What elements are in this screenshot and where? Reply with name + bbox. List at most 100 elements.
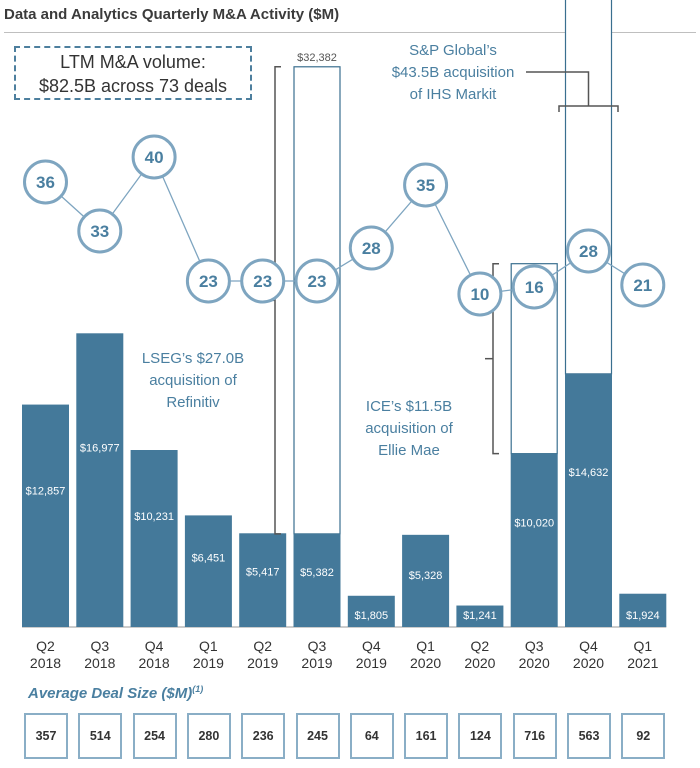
annotation-sp-line-1: S&P Global’s (409, 42, 497, 59)
annotation-sp-line-3: of IHS Markit (409, 86, 497, 103)
bar-value-label-5: $5,382 (300, 567, 334, 579)
bar-total-label-5: $32,382 (297, 52, 337, 64)
x-tick-year-6: 2019 (356, 655, 387, 671)
x-tick-year-2: 2018 (139, 655, 170, 671)
deal-count-circle-2 (131, 134, 177, 180)
bar-11 (619, 593, 667, 627)
bar-value-label-1: $16,977 (80, 442, 120, 454)
x-tick-year-11: 2021 (627, 655, 658, 671)
bracket-lseg (274, 66, 281, 535)
avg-deal-size-cell-5: 245 (295, 713, 340, 759)
annotation-sp-global: S&P Global’s $43.5B acquisition of IHS M… (378, 40, 528, 106)
bar-8 (456, 605, 504, 627)
annotation-sp-line-2: $43.5B acquisition (391, 64, 515, 81)
deal-count-circle-3 (185, 258, 231, 304)
bar-5 (293, 533, 341, 627)
bar-2 (130, 450, 178, 627)
avg-deal-size-cell-10: 563 (567, 713, 611, 759)
bar-value-label-6: $1,805 (354, 610, 388, 622)
avg-deal-size-cell-8: 124 (458, 713, 503, 759)
ltm-summary-box: LTM M&A volume: $82.5B across 73 deals (14, 46, 252, 100)
x-tick-quarter-8: Q2 (471, 638, 490, 654)
bar-value-label-4: $5,417 (246, 566, 280, 578)
annotation-lseg-line-1: LSEG’s $27.0B (141, 350, 245, 367)
deal-count-label-4: 23 (253, 272, 272, 291)
x-tick-year-4: 2019 (247, 655, 278, 671)
x-tick-year-10: 2020 (573, 655, 604, 671)
page-title: Data and Analytics Quarterly M&A Activit… (4, 6, 340, 23)
deal-count-circle-9 (511, 264, 557, 310)
deal-count-circle-10 (566, 228, 611, 274)
bar-value-label-9: $10,020 (514, 518, 554, 530)
deal-count-label-7: 35 (416, 176, 435, 195)
avg-deal-size-cell-0: 357 (24, 713, 68, 759)
x-tick-quarter-2: Q4 (145, 638, 164, 654)
x-tick-year-7: 2020 (410, 655, 441, 671)
deal-count-circle-0 (23, 159, 68, 205)
x-tick-quarter-7: Q1 (416, 638, 435, 654)
avg-deal-size-cell-6: 64 (349, 713, 394, 759)
bar-3 (184, 515, 232, 627)
deal-count-circle-1 (77, 208, 123, 254)
ltm-line-2: $82.5B across 73 deals (38, 76, 228, 96)
bracket-sp-leader (526, 71, 590, 106)
x-tick-quarter-6: Q4 (362, 638, 381, 654)
avg-deal-size-cell-11: 92 (621, 713, 666, 759)
deal-count-circle-6 (348, 225, 394, 271)
x-tick-quarter-11: Q1 (633, 638, 652, 654)
bar-0 (22, 404, 69, 627)
chart: $32,382$58,112$21,200$12,857$16,977$10,2… (22, 0, 667, 671)
annotation-lseg-line-3: Refinitiv (166, 394, 220, 411)
deal-count-label-10: 28 (579, 242, 598, 261)
annotation-lseg: LSEG’s $27.0B acquisition of Refinitiv (118, 348, 268, 414)
x-tick-quarter-10: Q4 (579, 638, 598, 654)
bar-1 (76, 333, 124, 627)
x-tick-quarter-4: Q2 (253, 638, 272, 654)
bar-value-label-8: $1,241 (463, 610, 497, 622)
deal-count-label-0: 36 (36, 173, 55, 192)
avg-deal-size-row: 357 514 254 280 236 245 64 161 124 716 563 92 (24, 713, 668, 761)
annotation-ice-line-1: ICE’s $11.5B (365, 398, 453, 415)
annotation-ice-line-3: Ellie Mae (378, 442, 440, 459)
deal-count-circle-4 (240, 258, 286, 304)
deal-count-label-5: 23 (308, 272, 327, 291)
bar-value-label-11: $1,924 (626, 610, 660, 622)
deal-count-circle-5 (294, 258, 340, 304)
x-tick-quarter-5: Q3 (308, 638, 327, 654)
bar-7 (402, 534, 450, 627)
avg-deal-size-cell-2: 254 (132, 713, 177, 759)
deal-count-circle-8 (457, 271, 503, 317)
bar-9 (510, 453, 558, 627)
deal-count-circle-7 (403, 162, 449, 208)
title-divider (4, 32, 696, 33)
avg-deal-size-cell-4: 236 (241, 713, 286, 759)
avg-deal-size-cell-1: 514 (78, 713, 123, 759)
deal-count-label-8: 10 (470, 285, 489, 304)
avg-deal-size-cell-9: 716 (512, 713, 557, 759)
annotation-ice: ICE’s $11.5B acquisition of Ellie Mae (334, 396, 484, 462)
avg-deal-size-footnote: (1) (192, 684, 204, 694)
bar-value-label-2: $10,231 (134, 511, 174, 523)
x-tick-year-8: 2020 (464, 655, 495, 671)
bar-value-label-3: $6,451 (192, 552, 226, 564)
annotation-lseg-line-2: acquisition of (149, 372, 237, 389)
x-tick-year-9: 2020 (519, 655, 550, 671)
deal-count-label-11: 21 (633, 276, 652, 295)
avg-deal-size-cell-3: 280 (186, 713, 231, 759)
deal-count-label-9: 16 (525, 278, 544, 297)
x-tick-year-0: 2018 (30, 655, 61, 671)
deal-count-label-3: 23 (199, 272, 218, 291)
deal-count-label-6: 28 (362, 239, 381, 258)
ltm-line-1: LTM M&A volume: (60, 52, 206, 72)
deal-count-label-1: 33 (90, 222, 109, 241)
x-tick-quarter-1: Q3 (90, 638, 109, 654)
avg-deal-size-label: Average Deal Size ($M)(1) (28, 684, 203, 702)
x-tick-year-1: 2018 (84, 655, 115, 671)
x-tick-quarter-0: Q2 (36, 638, 55, 654)
bar-value-label-0: $12,857 (26, 486, 66, 498)
bar-value-label-7: $5,328 (409, 570, 443, 582)
annotation-ice-line-2: acquisition of (365, 420, 453, 437)
x-tick-year-5: 2019 (301, 655, 332, 671)
bar-10 (565, 373, 612, 627)
x-tick-year-3: 2019 (193, 655, 224, 671)
